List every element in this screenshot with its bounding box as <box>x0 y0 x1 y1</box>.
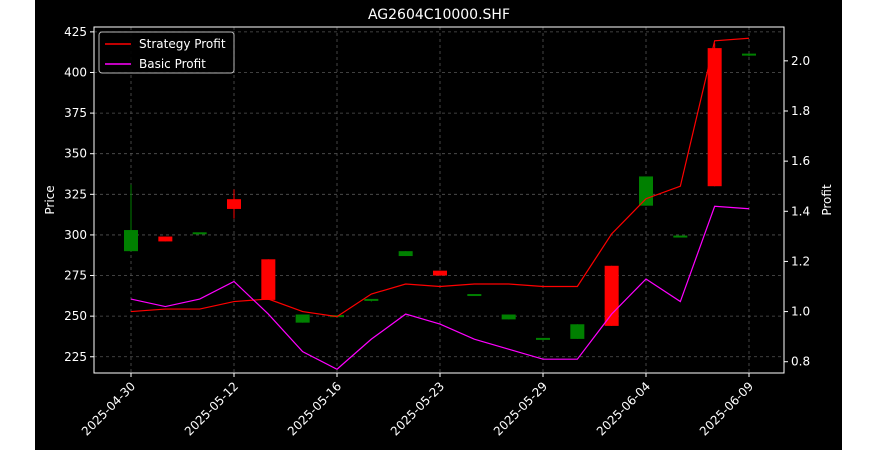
y2-tick-label: 1.4 <box>791 204 810 218</box>
legend-label: Strategy Profit <box>139 37 226 51</box>
candle-body <box>227 199 241 209</box>
legend-box <box>98 31 235 74</box>
y-tick-label: 225 <box>64 350 87 364</box>
candle-body <box>707 48 722 187</box>
y-tick-label: 400 <box>64 65 87 79</box>
candle-body <box>604 265 619 326</box>
y2-tick-label: 2.0 <box>791 54 810 68</box>
candle-body <box>158 236 173 242</box>
y2-axis-label: Profit <box>820 184 834 216</box>
x-tick-label: 2025-04-30 <box>79 379 138 438</box>
x-tick-label: 2025-05-12 <box>182 379 241 438</box>
candle-body <box>433 270 447 276</box>
y-tick-label: 325 <box>64 187 87 201</box>
y-tick-label: 300 <box>64 228 87 242</box>
grid <box>94 27 784 373</box>
candle-body <box>192 232 207 235</box>
candle-body <box>124 230 138 252</box>
series-line <box>130 37 750 318</box>
x-tick-label: 2025-05-16 <box>285 379 344 438</box>
candle-body <box>639 176 653 206</box>
candle-body <box>398 251 413 257</box>
y-tick-label: 375 <box>64 106 87 120</box>
y-tick-label: 275 <box>64 269 87 283</box>
candle-body <box>570 324 585 339</box>
series-line <box>130 205 750 370</box>
y2-tick-label: 0.8 <box>791 355 810 369</box>
y2-tick-label: 1.6 <box>791 154 810 168</box>
candle-body <box>364 298 379 301</box>
x-tick-label: 2025-06-09 <box>697 379 756 438</box>
profit-lines <box>130 37 750 370</box>
y2-tick-label: 1.2 <box>791 254 810 268</box>
y-tick-label: 250 <box>64 309 87 323</box>
candle-body <box>261 259 276 300</box>
y-tick-label: 425 <box>64 25 87 39</box>
date-axis: 2025-04-30 2025-05-12 2025-05-16 2025-05-23… <box>79 373 756 438</box>
y-axis-label: Price <box>43 185 57 214</box>
y2-tick-label: 1.0 <box>791 305 810 319</box>
plot-frame <box>93 26 785 374</box>
chart-svg: 225 250 275 300 325 350 375 400 425 0.8 1.0 1.2 1.4… <box>43 7 834 438</box>
chart-title: AG2604C10000.SHF <box>368 7 510 23</box>
price-axis: 225 250 275 300 325 350 375 400 425 <box>64 25 94 364</box>
candle-body <box>295 314 310 323</box>
y2-tick-label: 1.8 <box>791 104 810 118</box>
legend: Strategy Profit Basic Profit <box>98 31 235 74</box>
x-tick-label: 2025-06-04 <box>594 379 653 438</box>
candle-body <box>536 337 550 340</box>
candle-body <box>467 294 482 297</box>
candle-body <box>501 314 516 320</box>
legend-label: Basic Profit <box>139 57 206 71</box>
x-tick-label: 2025-05-23 <box>388 379 447 438</box>
candle-body <box>673 235 688 238</box>
candle-body <box>742 53 756 56</box>
x-tick-label: 2025-05-29 <box>491 379 550 438</box>
chart-figure: 225 250 275 300 325 350 375 400 425 0.8 1.0 1.2 1.4… <box>35 0 842 450</box>
profit-axis: 0.8 1.0 1.2 1.4 1.6 1.8 2.0 <box>784 54 810 369</box>
y-tick-label: 350 <box>64 147 87 161</box>
